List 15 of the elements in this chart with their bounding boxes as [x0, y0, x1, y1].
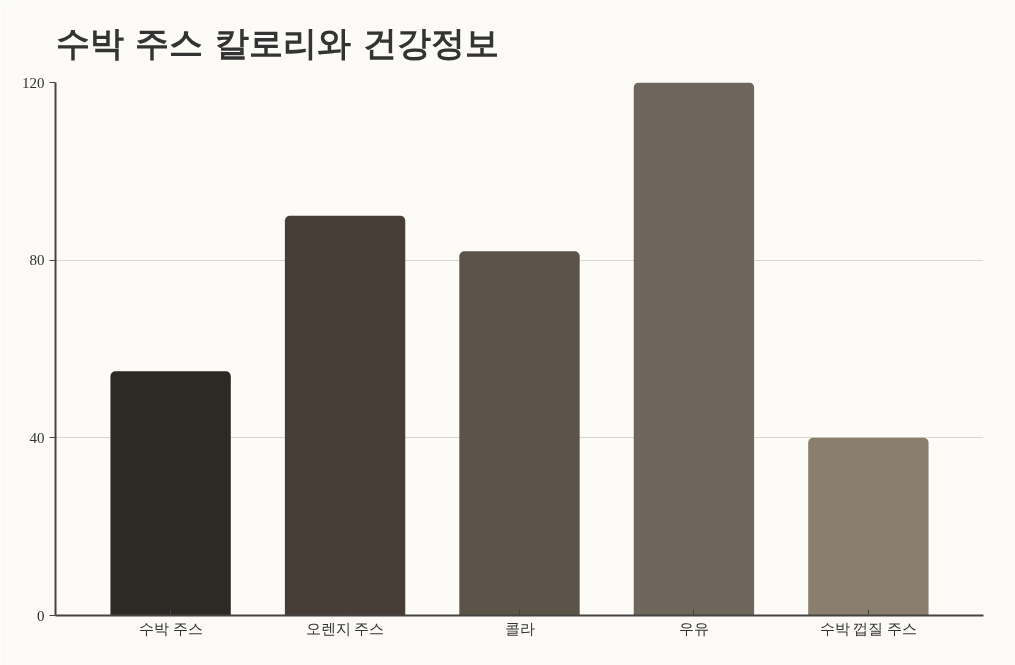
y-tick-label: 0 — [37, 607, 45, 624]
x-tick-label: 오렌지 주스 — [305, 620, 385, 637]
bar — [110, 371, 231, 616]
y-tick-label: 80 — [29, 252, 45, 269]
bar — [284, 215, 406, 616]
y-tick-label: 40 — [29, 429, 45, 446]
bar — [808, 437, 929, 616]
x-tick-label: 콜라 — [504, 620, 535, 637]
bar — [459, 251, 580, 616]
chart-title: 수박 주스 칼로리와 건강정보 — [55, 22, 500, 63]
x-tick-label: 수박 껍질 주스 — [819, 620, 918, 637]
x-tick-label: 우유 — [678, 620, 709, 637]
y-tick-label: 120 — [22, 74, 45, 91]
x-tick-label: 수박 주스 — [138, 620, 203, 637]
bar — [633, 82, 755, 616]
